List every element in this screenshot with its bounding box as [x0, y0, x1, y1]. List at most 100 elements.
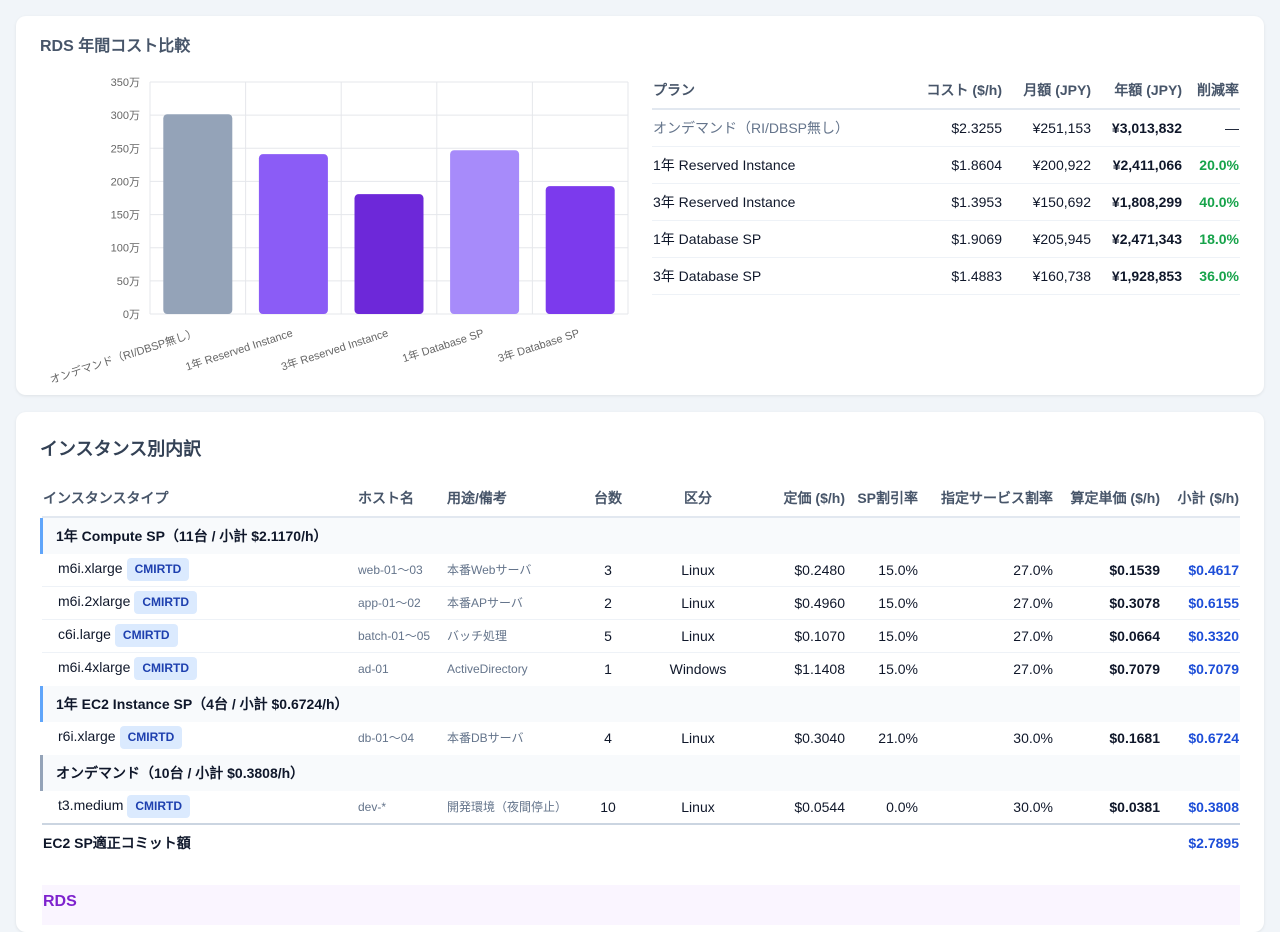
- instance-cell: batch-01〜05: [358, 629, 431, 643]
- instance-cell: Linux: [681, 595, 715, 611]
- instance-cell: $0.3078: [1109, 595, 1160, 611]
- rds-header: 月額 (JPY): [1023, 82, 1091, 98]
- instance-type: r6i.xlarge: [58, 728, 116, 744]
- x-tick-label: 1年 Database SP: [400, 326, 485, 366]
- rds-cell: ¥150,692: [1032, 194, 1091, 210]
- y-tick-label: 50万: [117, 276, 140, 288]
- instance-cell: 本番Webサーバ: [447, 563, 532, 577]
- bar: [450, 150, 520, 314]
- chart: 0万 50万 100万 150万 200万 250万 300万 350万オンデマンド（RI/D…: [48, 77, 629, 387]
- rds-cell: ¥251,153: [1032, 120, 1091, 136]
- next-title: RDS: [43, 893, 77, 910]
- instance-cell: Linux: [681, 562, 715, 578]
- rds-cell: 36.0%: [1199, 268, 1239, 284]
- rds-cell: $1.3953: [951, 194, 1002, 210]
- instance-type: m6i.xlarge: [58, 560, 123, 576]
- instance-cell: 30.0%: [1013, 730, 1053, 746]
- instance-type: c6i.large: [58, 626, 111, 642]
- rds-cell: 40.0%: [1199, 194, 1239, 210]
- instance-cell: 21.0%: [878, 730, 918, 746]
- instance-cell: $0.4617: [1188, 562, 1239, 578]
- instance-cell: 0.0%: [886, 799, 918, 815]
- row-border: [652, 183, 1240, 184]
- instance-cell: web-01〜03: [358, 563, 423, 577]
- group-row: [40, 518, 1240, 554]
- instance-cell: 4: [604, 730, 612, 746]
- instance-header: 小計 ($/h): [1177, 490, 1239, 506]
- y-tick-label: 0万: [123, 309, 140, 321]
- instance-cell: $0.6724: [1188, 730, 1239, 746]
- instance-cell: Linux: [681, 799, 715, 815]
- instance-cell: Linux: [681, 628, 715, 644]
- y-tick-label: 200万: [111, 176, 140, 188]
- type-cell: r6i.xlarge CMIRTD: [58, 726, 183, 749]
- instance-type: m6i.4xlarge: [58, 659, 131, 675]
- rds-cell: 1年 Database SP: [653, 231, 762, 247]
- y-tick-label: 250万: [111, 143, 140, 155]
- bar: [163, 114, 233, 314]
- instance-cell: 15.0%: [878, 628, 918, 644]
- row-border: [42, 586, 1240, 587]
- instance-cell: 30.0%: [1013, 799, 1053, 815]
- instance-header-border: [42, 516, 1240, 518]
- x-tick-label: 1年 Reserved Instance: [184, 326, 295, 374]
- instance-cell: 15.0%: [878, 661, 918, 677]
- rds-cell: $2.3255: [951, 120, 1002, 136]
- instance-cell: 1: [604, 661, 612, 677]
- instance-cell: 5: [604, 628, 612, 644]
- x-tick-label: 3年 Reserved Instance: [279, 326, 390, 374]
- instance-cell: $1.1408: [794, 661, 845, 677]
- rds-cell: $1.4883: [951, 268, 1002, 284]
- instance-cell: 2: [604, 595, 612, 611]
- instance-cell: app-01〜02: [358, 596, 421, 610]
- instance-type: t3.medium: [58, 797, 124, 813]
- badge: CMIRTD: [114, 624, 178, 647]
- group-label: 1年 EC2 Instance SP（4台 / 小計 $0.6724/h）: [56, 696, 349, 712]
- instance-cell: 3: [604, 562, 612, 578]
- instance-cell: $0.1681: [1109, 730, 1160, 746]
- footer-value: $2.7895: [1188, 835, 1239, 851]
- instance-cell: $0.0664: [1109, 628, 1160, 644]
- bar: [258, 154, 328, 314]
- badge: CMIRTD: [119, 726, 183, 749]
- page: RDS 年間コスト比較 インスタンス別内訳 0万 50万 100万 150万 200万 2…: [16, 16, 1264, 932]
- rds-header-border: [652, 108, 1240, 110]
- bar: [354, 194, 424, 314]
- instance-cell: 15.0%: [878, 595, 918, 611]
- instance-header: 指定サービス割率: [941, 490, 1053, 506]
- rds-title: RDS 年間コスト比較: [40, 38, 191, 55]
- rds-header: 削減率: [1197, 82, 1239, 98]
- badge: CMIRTD: [134, 591, 198, 614]
- instance-cell: $0.0544: [794, 799, 845, 815]
- instance-cell: db-01〜04: [358, 731, 415, 745]
- row-border: [42, 619, 1240, 620]
- instance-cell: $0.4960: [794, 595, 845, 611]
- instance-header: ホスト名: [358, 490, 414, 506]
- rds-cell: ¥205,945: [1032, 231, 1091, 247]
- next-section: [42, 885, 1240, 925]
- type-cell: t3.medium CMIRTD: [58, 795, 191, 818]
- instance-card: [16, 412, 1264, 932]
- group-label: 1年 Compute SP（11台 / 小計 $2.1170/h）: [56, 528, 328, 544]
- row-border: [42, 652, 1240, 653]
- instance-cell: 10: [600, 799, 616, 815]
- instance-header: 区分: [684, 490, 712, 506]
- instance-cell: $0.3808: [1188, 799, 1239, 815]
- rds-cell: —: [1225, 120, 1239, 136]
- instance-cell: 15.0%: [878, 562, 918, 578]
- x-tick-label: 3年 Database SP: [496, 326, 581, 366]
- rds-cell: 1年 Reserved Instance: [653, 157, 796, 173]
- rds-cell: ¥2,411,066: [1112, 157, 1182, 173]
- rds-cell: ¥1,808,299: [1111, 194, 1182, 210]
- instance-cell: $0.2480: [794, 562, 845, 578]
- instance-cell: 本番DBサーバ: [447, 731, 524, 745]
- type-cell: m6i.4xlarge CMIRTD: [58, 657, 198, 680]
- badge: CMIRTD: [134, 657, 198, 680]
- rds-cell: $1.8604: [951, 157, 1002, 173]
- group-row: [40, 755, 1240, 791]
- group-label: オンデマンド（10台 / 小計 $0.3808/h）: [56, 765, 305, 781]
- rds-cell: ¥1,928,853: [1111, 268, 1182, 284]
- x-tick-label: オンデマンド（RI/DBSP無し）: [48, 326, 199, 387]
- instance-header: インスタンスタイプ: [43, 490, 169, 506]
- instance-header: 用途/備考: [447, 490, 507, 506]
